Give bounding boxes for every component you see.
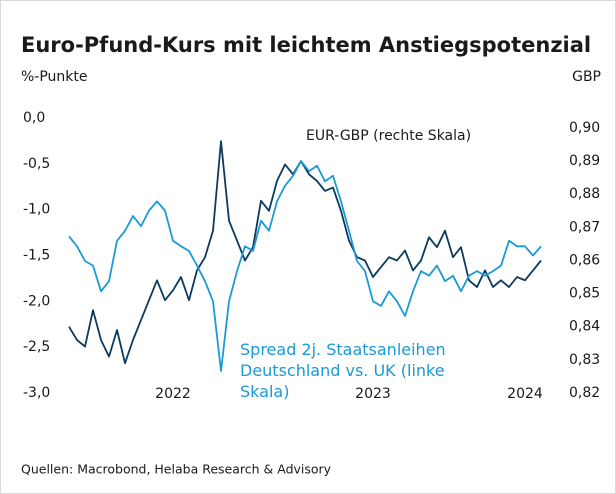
series-label: EUR-GBP (rechte Skala) bbox=[306, 128, 471, 144]
y-axis-label: %-Punkte bbox=[21, 69, 88, 85]
series-line bbox=[68, 140, 542, 365]
y2-tick-label: 0,83 bbox=[569, 352, 600, 368]
x-tick-label: 2023 bbox=[355, 386, 391, 402]
y-tick-label: -2,0 bbox=[23, 293, 50, 309]
y2-tick-label: 0,84 bbox=[569, 319, 600, 335]
series-label: Spread 2j. Staatsanleihen Deutschland vs… bbox=[240, 340, 446, 401]
y2-tick-label: 0,86 bbox=[569, 252, 600, 268]
y2-tick-label: 0,85 bbox=[569, 286, 600, 302]
x-tick-label: 2024 bbox=[507, 386, 543, 402]
series-line bbox=[68, 160, 542, 372]
y-tick-label: -1,0 bbox=[23, 202, 50, 218]
y2-tick-label: 0,82 bbox=[569, 385, 600, 401]
y2-tick-label: 0,89 bbox=[569, 153, 600, 169]
y2-tick-label: 0,90 bbox=[569, 120, 600, 136]
chart-title: Euro-Pfund-Kurs mit leichtem Anstiegspot… bbox=[21, 33, 591, 57]
source-note: Quellen: Macrobond, Helaba Research & Ad… bbox=[21, 462, 332, 477]
y-tick-label: -3,0 bbox=[23, 385, 50, 401]
y-tick-label: -1,5 bbox=[23, 248, 50, 264]
y2-tick-label: 0,87 bbox=[569, 219, 600, 235]
x-tick-label: 2022 bbox=[155, 386, 191, 402]
y-tick-label: -2,5 bbox=[23, 339, 50, 355]
y-tick-label: 0,0 bbox=[23, 110, 45, 126]
y2-axis-label: GBP bbox=[572, 69, 601, 85]
y2-tick-label: 0,88 bbox=[569, 186, 600, 202]
y-tick-label: -0,5 bbox=[23, 156, 50, 172]
